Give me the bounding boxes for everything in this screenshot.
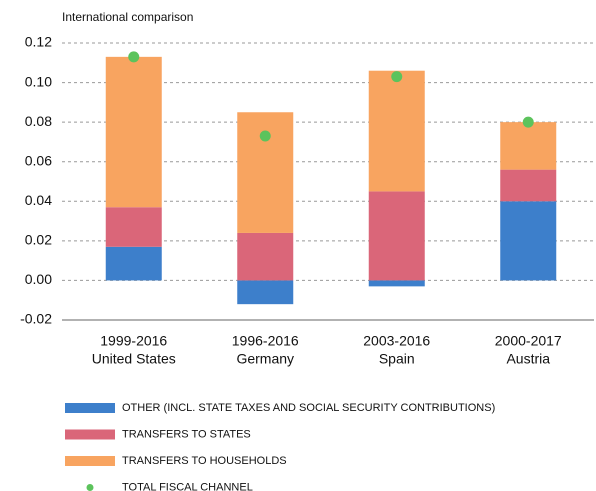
point [522,116,534,128]
bar [500,169,557,202]
y-tick-label: -0.02 [20,311,52,327]
bar [105,246,162,281]
bar [237,232,294,281]
point [259,130,271,142]
bar [237,280,294,305]
legend-swatch [86,484,94,491]
y-tick-label: 0.06 [25,152,52,168]
x-tick-label: 1999-2016 [100,333,167,349]
x-tick-label: Germany [236,351,294,367]
legend-label: TRANSFERS TO STATES [122,428,251,440]
y-tick-label: 0.04 [25,192,52,208]
legend-swatch [65,456,115,466]
x-tick-label: United States [92,351,176,367]
x-tick-label: Spain [379,351,415,367]
bar [237,112,294,233]
chart-title: International comparison [62,10,193,24]
legend-swatch [65,403,115,413]
y-tick-label: 0.00 [25,271,52,287]
bar [105,207,162,247]
bar [500,122,557,170]
bar [500,201,557,281]
y-tick-label: 0.10 [25,73,52,89]
bar [368,70,425,192]
x-tick-label: Austria [506,351,550,367]
y-tick-label: 0.08 [25,113,52,129]
point [128,51,140,63]
bar [368,280,425,287]
point [391,71,403,83]
x-tick-label: 2000-2017 [495,333,562,349]
y-tick-label: 0.02 [25,232,52,248]
legend-swatch [65,429,115,440]
legend-label: OTHER (INCL. STATE TAXES AND SOCIAL SECU… [122,402,495,414]
x-tick-label: 1996-2016 [232,333,299,349]
bar [368,191,425,281]
legend-label: TRANSFERS TO HOUSEHOLDS [122,455,287,467]
x-tick-label: 2003-2016 [363,333,430,349]
legend-label: TOTAL FISCAL CHANNEL [122,481,253,491]
y-tick-label: 0.12 [25,34,52,50]
bar [105,56,162,208]
